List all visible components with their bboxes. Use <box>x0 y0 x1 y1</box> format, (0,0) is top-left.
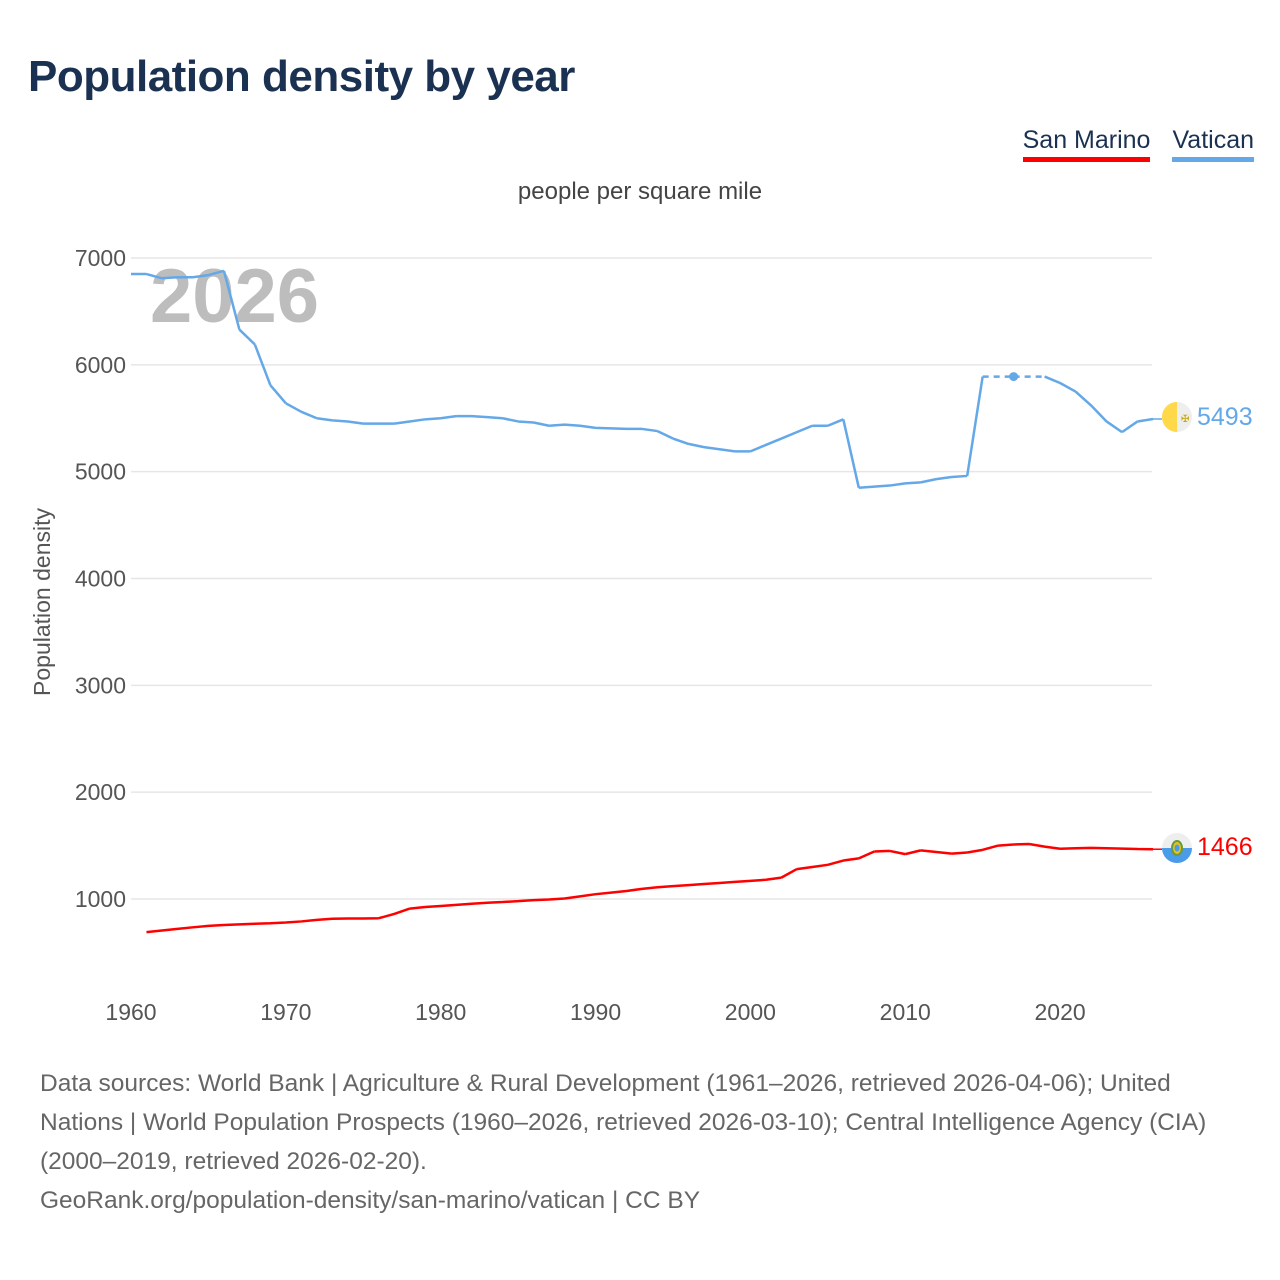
y-axis-ticks: 1000 2000 3000 4000 5000 6000 7000 <box>75 245 126 912</box>
license: | CC BY <box>605 1187 701 1214</box>
y-tick-label: 3000 <box>75 672 126 698</box>
vatican-end-label: 5493 <box>1197 403 1253 431</box>
san-marino-line <box>146 842 1154 934</box>
footer: Data sources: World Bank | Agriculture &… <box>40 1064 1250 1220</box>
x-tick-label: 2000 <box>725 999 776 1025</box>
series-lines <box>131 269 1162 934</box>
vatican-line <box>131 269 1154 489</box>
x-tick-label: 1970 <box>260 999 311 1025</box>
svg-text:✠: ✠ <box>1181 414 1189 425</box>
x-tick-label: 2020 <box>1035 999 1086 1025</box>
y-tick-label: 5000 <box>75 459 126 485</box>
vatican-point <box>1009 372 1019 382</box>
x-tick-label: 1980 <box>415 999 466 1025</box>
y-axis-label: Population density <box>29 508 55 696</box>
y-tick-label: 6000 <box>75 352 126 378</box>
source-link[interactable]: GeoRank.org/population-density/san-marin… <box>40 1187 606 1214</box>
x-tick-label: 2010 <box>880 999 931 1025</box>
gridlines <box>131 257 1152 900</box>
y-tick-label: 7000 <box>75 245 126 271</box>
line-chart: 1000 2000 3000 4000 5000 6000 7000 1960 1970 198… <box>29 245 1253 1025</box>
chart-title: Population density by year <box>28 52 575 101</box>
chart-subtitle: people per square mile <box>517 178 763 205</box>
y-tick-label: 2000 <box>75 779 126 805</box>
legend-item-san-marino[interactable]: San Marino <box>1022 126 1151 162</box>
san-marino-flag-icon <box>1162 833 1192 863</box>
y-tick-label: 4000 <box>75 566 126 592</box>
x-tick-label: 1960 <box>105 999 156 1025</box>
y-tick-label: 1000 <box>75 886 126 912</box>
data-sources: Data sources: World Bank | Agriculture &… <box>40 1070 1207 1175</box>
legend-item-vatican[interactable]: Vatican <box>1172 126 1254 162</box>
x-tick-label: 1990 <box>570 999 621 1025</box>
x-axis-ticks: 1960 1970 1980 1990 2000 2010 2020 <box>105 999 1085 1025</box>
vatican-flag-icon: ✠ <box>1162 402 1192 432</box>
legend: San Marino Vatican <box>1022 126 1254 162</box>
year-watermark: 2026 <box>150 254 319 339</box>
san-marino-end-label: 1466 <box>1197 833 1253 861</box>
